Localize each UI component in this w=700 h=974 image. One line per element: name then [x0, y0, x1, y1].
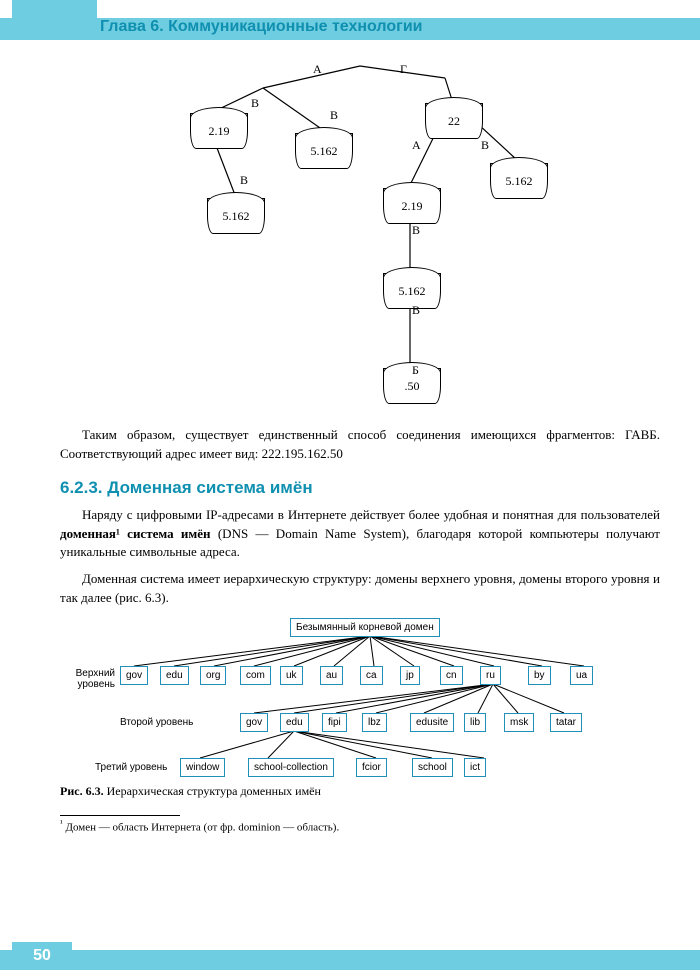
p2-a: Наряду с цифровыми IP-адресами в Интерне… [82, 507, 660, 522]
dns-l3-box: school [412, 758, 453, 777]
tree-node: 2.19 [190, 113, 248, 149]
tree-node: 22 [425, 103, 483, 139]
edge-label: В [240, 173, 248, 188]
footer-bar [0, 950, 700, 970]
dns-l2-box: edu [280, 713, 309, 732]
dns-l3-box: fcior [356, 758, 387, 777]
dns-lines [60, 618, 640, 778]
dns-l2-box: lbz [362, 713, 387, 732]
dns-l1-box: by [528, 666, 551, 685]
dns-l1-box: jp [400, 666, 420, 685]
footnote: ¹ Домен — область Интернета (от фр. domi… [60, 818, 660, 834]
paragraph-2: Наряду с цифровыми IP-адресами в Интерне… [60, 506, 660, 563]
content-area: 2.195.1625.162225.1622.195.162.50АГВВВАВ… [60, 58, 660, 834]
level1-label: Верхнийуровень [60, 668, 115, 690]
dns-l1-box: com [240, 666, 271, 685]
edge-label: Б [412, 363, 419, 378]
edge-label: Г [400, 62, 407, 77]
dns-l1-box: org [200, 666, 226, 685]
dns-l1-box: uk [280, 666, 303, 685]
page: Глава 6. Коммуникационные технологии 2.1… [0, 0, 700, 974]
tree-node: 5.162 [295, 133, 353, 169]
tree-node: 5.162 [490, 163, 548, 199]
dns-l1-box: ua [570, 666, 593, 685]
dns-l3-box: school-collection [248, 758, 334, 777]
dns-l1-box: ru [480, 666, 501, 685]
dns-l1-box: au [320, 666, 343, 685]
paragraph-1: Таким образом, существует единственный с… [60, 426, 660, 464]
caption-text: Иерархическая структура доменных имён [104, 784, 321, 798]
dns-l1-box: cn [440, 666, 463, 685]
dns-l1-box: edu [160, 666, 189, 685]
edge-label: В [412, 223, 420, 238]
caption-bold: Рис. 6.3. [60, 784, 104, 798]
edge-label: В [481, 138, 489, 153]
dns-l2-box: tatar [550, 713, 582, 732]
level2-label: Второй уровень [120, 717, 193, 728]
level3-label: Третий уровень [95, 762, 167, 773]
paragraph-3: Доменная система имеет иерархическую стр… [60, 570, 660, 608]
ip-fragment-tree: 2.195.1625.162225.1622.195.162.50АГВВВАВ… [145, 58, 575, 418]
dns-l1-box: ca [360, 666, 383, 685]
p2-bold: доменная¹ система имён [60, 526, 211, 541]
dns-l2-box: gov [240, 713, 268, 732]
dns-l3-box: ict [464, 758, 486, 777]
footnote-text: Домен — область Интернета (от фр. domini… [63, 822, 339, 834]
dns-l1-box: gov [120, 666, 148, 685]
figure-caption: Рис. 6.3. Иерархическая структура доменн… [60, 784, 660, 799]
dns-l2-box: lib [464, 713, 486, 732]
dns-l2-box: msk [504, 713, 534, 732]
dns-l3-box: window [180, 758, 225, 777]
edge-label: А [313, 62, 322, 77]
tree-node: 2.19 [383, 188, 441, 224]
edge-label: В [330, 108, 338, 123]
footnote-rule [60, 815, 180, 816]
edge-label: В [251, 96, 259, 111]
page-number: 50 [12, 942, 72, 970]
edge-label: В [412, 303, 420, 318]
dns-root-box: Безымянный корневой домен [290, 618, 440, 637]
dns-l2-box: edusite [410, 713, 454, 732]
edge-label: А [412, 138, 421, 153]
dns-hierarchy-diagram: Безымянный корневой домен Верхнийуровень… [60, 618, 640, 778]
chapter-title: Глава 6. Коммуникационные технологии [100, 18, 423, 36]
dns-l2-box: fipi [322, 713, 347, 732]
section-heading: 6.2.3. Доменная система имён [60, 478, 660, 498]
tree-node: 5.162 [207, 198, 265, 234]
